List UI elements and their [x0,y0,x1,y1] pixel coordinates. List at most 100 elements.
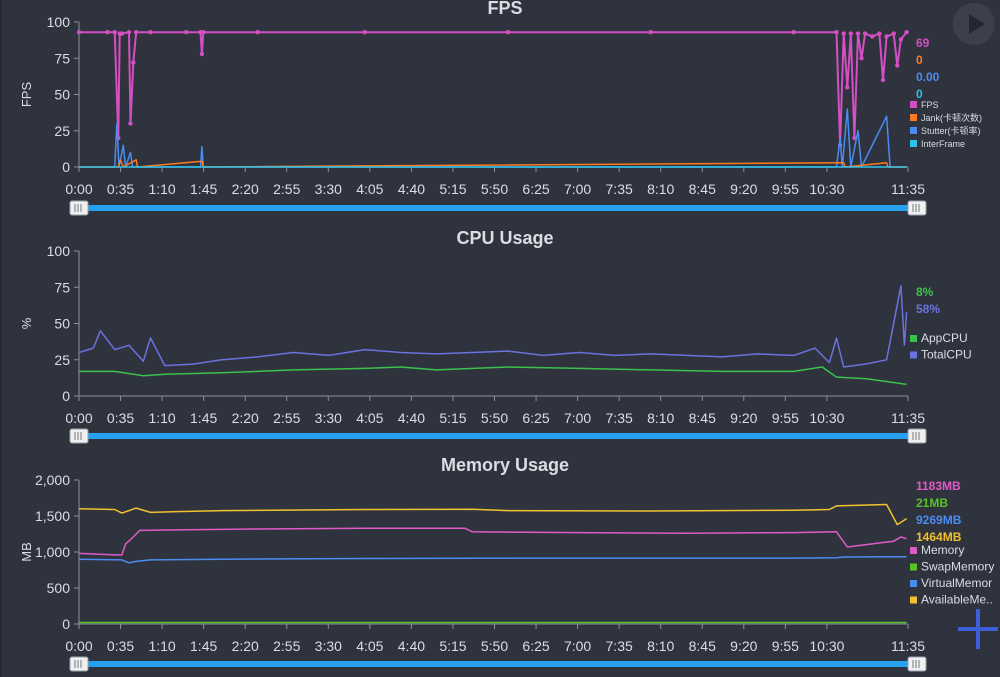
series-line-stutter [79,108,907,168]
current-value-cpu: 58% [916,302,940,316]
fps-point [834,29,839,35]
x-tick-label: 8:10 [647,410,674,426]
x-tick-label: 1:45 [190,181,217,197]
fps-point [505,29,510,35]
series-line-memory [78,527,907,556]
y-tick-label: 75 [54,279,70,295]
range-slider-end-handle[interactable] [907,200,927,216]
handle-body[interactable] [907,656,927,672]
fps-point [895,63,900,68]
x-tick-label: 11:35 [891,638,925,654]
handle-body[interactable] [69,200,89,216]
x-tick-label: 1:45 [190,638,217,654]
play-button[interactable] [953,3,995,45]
fps-point [877,31,882,36]
series-line-appcpu [79,366,907,386]
current-value-memory: 9269MB [916,513,962,527]
current-value-memory: 21MB [916,496,948,510]
current-value-fps: 0.00 [916,70,940,84]
x-tick-label: 1:10 [148,638,175,654]
x-tick-label: 3:30 [315,181,342,197]
current-value-fps: 0 [916,87,923,101]
plus-icon [958,609,998,649]
y-tick-label: 50 [54,316,70,332]
x-tick-label: 8:45 [689,181,716,197]
x-tick-label: 8:45 [689,410,716,426]
range-slider-end-handle[interactable] [907,656,927,672]
fps-point [862,31,868,36]
x-tick-label: 0:00 [65,181,92,197]
x-tick-label: 2:20 [232,181,259,197]
y-tick-label: 75 [54,50,70,66]
y-tick-label: 1,500 [35,508,70,524]
legend-label: FPS [921,100,939,110]
x-tick-label: 4:05 [356,410,383,426]
series-line-jank [79,159,907,168]
fps-point [870,34,875,39]
fps-point [898,37,904,42]
x-tick-label: 1:10 [148,181,175,197]
fps-point [76,29,82,35]
x-tick-label: 7:35 [606,410,633,426]
y-axis-label-memory: MB [19,542,34,562]
legend-label: AppCPU [921,331,968,345]
handle-body[interactable] [69,656,89,672]
range-slider-track-cpu [79,433,917,439]
legend-label: VirtualMemor [921,576,992,590]
legend-label: Jank(卡顿次数) [921,112,982,123]
x-tick-label: 9:55 [772,410,799,426]
fps-point [852,135,857,141]
range-slider-start-handle[interactable] [69,200,89,216]
legend-swatch [910,563,917,571]
x-tick-label: 2:20 [232,410,259,426]
y-tick-label: 2,000 [35,472,70,488]
range-slider-end-handle[interactable] [907,428,927,444]
x-tick-label: 6:25 [522,638,549,654]
range-slider-start-handle[interactable] [69,428,89,444]
window-left-edge [0,0,2,677]
x-tick-label: 10:30 [809,181,844,197]
fps-point [880,77,886,83]
legend-label: Memory [921,543,964,557]
fps-point [126,29,132,35]
fps-point [112,29,117,35]
x-tick-label: 9:20 [730,638,757,654]
chart-memory: Memory Usage MB 0 500 1,000 1,500 2,000 0:00 0:3… [19,455,994,672]
x-tick-label: 1:45 [190,410,217,426]
add-chart-button[interactable] [956,607,1000,651]
chart-title-cpu: CPU Usage [456,228,553,248]
x-tick-label: 11:35 [891,410,925,426]
x-tick-label: 6:25 [522,410,549,426]
y-axis-label-fps: FPS [19,82,34,108]
series-line-availablememory [78,503,908,526]
x-tick-label: 5:15 [439,181,466,197]
x-tick-label: 9:20 [730,181,757,197]
y-tick-label: 0 [62,388,70,404]
x-tick-label: 5:15 [439,638,466,654]
current-value-fps: 69 [916,36,930,50]
handle-body[interactable] [907,428,927,444]
range-slider-start-handle[interactable] [69,656,89,672]
x-tick-label: 5:15 [439,410,466,426]
handle-body[interactable] [69,428,89,444]
x-tick-label: 10:30 [809,410,844,426]
chart-cpu: CPU Usage% 0 25 50 75 100 0:00 0:35 1:10 1:45 2:20… [19,228,972,444]
x-tick-label: 0:35 [107,638,134,654]
x-tick-label: 6:25 [522,181,549,197]
handle-body[interactable] [907,200,927,216]
x-tick-label: 0:00 [65,638,92,654]
x-tick-label: 4:40 [398,638,425,654]
x-tick-label: 5:50 [481,410,508,426]
y-tick-label: 0 [62,616,70,632]
x-tick-label: 11:35 [891,181,925,197]
series-line-totalcpu [78,285,908,368]
fps-point [891,31,896,36]
legend-label: InterFrame [921,139,965,149]
legend-swatch [910,351,917,359]
x-tick-label: 9:20 [730,410,757,426]
y-tick-label: 1,000 [35,544,70,560]
y-tick-label: 0 [62,159,70,175]
legend-swatch [910,140,917,147]
